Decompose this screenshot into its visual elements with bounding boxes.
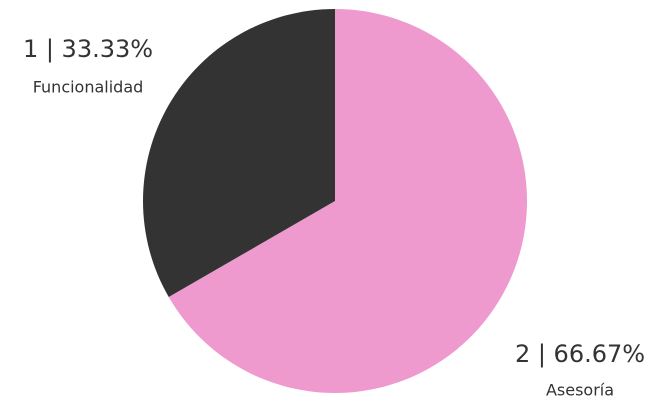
category-label: Asesoría bbox=[546, 381, 614, 400]
pie-slice bbox=[168, 9, 527, 393]
pie-slice bbox=[143, 9, 335, 297]
value-label: 2 | 66.67% bbox=[515, 340, 645, 368]
value-label: 1 | 33.33% bbox=[23, 35, 153, 63]
category-label: Funcionalidad bbox=[33, 78, 144, 97]
